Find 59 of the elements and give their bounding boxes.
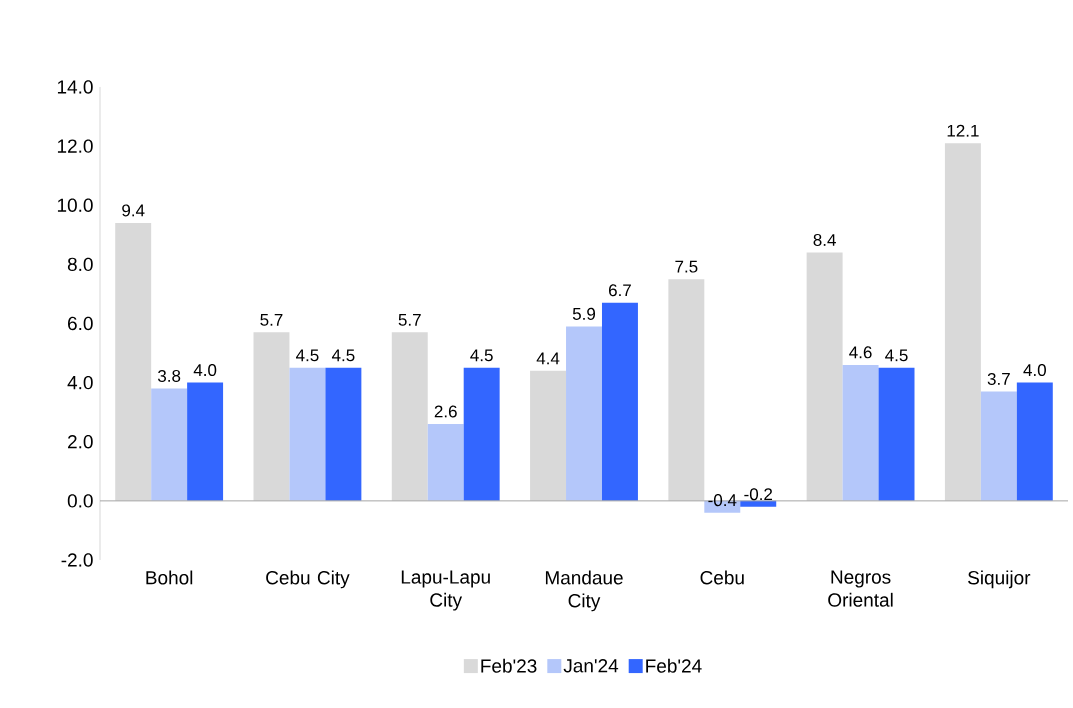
data-label: 4.5 (296, 349, 319, 362)
data-label: 7.5 (675, 260, 698, 273)
x-tick-label: Bohol (146, 570, 193, 585)
y-tick-label: 0.0 (67, 494, 93, 508)
bar (980, 391, 1017, 501)
bar (878, 367, 915, 501)
x-tick-label: Lapu-Lapu City (401, 570, 490, 611)
data-label: 4.4 (536, 352, 560, 365)
bar (806, 252, 843, 501)
y-tick-label: 8.0 (67, 257, 93, 272)
data-label: 12.1 (947, 124, 979, 137)
bar (566, 326, 602, 501)
y-tick-label: 4.0 (67, 375, 93, 390)
bar (391, 332, 428, 501)
data-label: 4.0 (1023, 364, 1046, 377)
legend-label: Feb'23 (481, 658, 537, 673)
data-label: 3.7 (987, 372, 1010, 385)
bar (253, 332, 290, 501)
x-tick-label: Mandaue City (545, 570, 623, 612)
data-label: 6.7 (609, 284, 631, 297)
x-tick-label: Siquijor (968, 570, 1031, 589)
data-label: 2.6 (434, 405, 457, 418)
legend-label: Feb'24 (646, 658, 702, 673)
data-label: 5.7 (260, 313, 283, 326)
x-tick-label: Negros Oriental (828, 570, 893, 607)
y-tick-label: 10.0 (57, 198, 93, 212)
data-label: 3.8 (157, 369, 181, 382)
bar (668, 279, 705, 501)
bar (151, 388, 188, 501)
bar (325, 367, 362, 501)
data-label: 4.6 (849, 346, 872, 359)
y-tick-label: 12.0 (57, 139, 93, 153)
bar (530, 370, 567, 501)
data-label: 4.5 (470, 349, 493, 362)
bar (601, 302, 638, 501)
bar (115, 222, 152, 501)
data-label: -0.2 (744, 488, 773, 501)
data-label: 9.4 (122, 204, 145, 217)
bar (1016, 382, 1053, 501)
bar (842, 364, 879, 501)
data-label: 5.7 (398, 313, 421, 326)
y-tick-label: 6.0 (68, 316, 93, 331)
x-tick-label: Cebu (700, 570, 744, 585)
bar (944, 143, 981, 501)
data-label: 4.5 (885, 349, 908, 362)
data-label: 5.9 (572, 307, 596, 320)
data-label: 4.0 (193, 364, 217, 377)
y-tick-label: 14.0 (57, 80, 93, 94)
bar (187, 382, 224, 501)
y-tick-label: -2.0 (61, 553, 93, 567)
x-tick-label: Cebu City (266, 570, 350, 589)
y-tick-label: 2.0 (68, 435, 93, 449)
bar (289, 367, 326, 501)
bar (427, 424, 464, 501)
data-label: -0.4 (708, 494, 737, 507)
bar (463, 367, 500, 501)
data-label: 4.5 (331, 349, 355, 362)
data-label: 8.4 (813, 233, 836, 247)
legend-label: Jan'24 (563, 659, 619, 673)
